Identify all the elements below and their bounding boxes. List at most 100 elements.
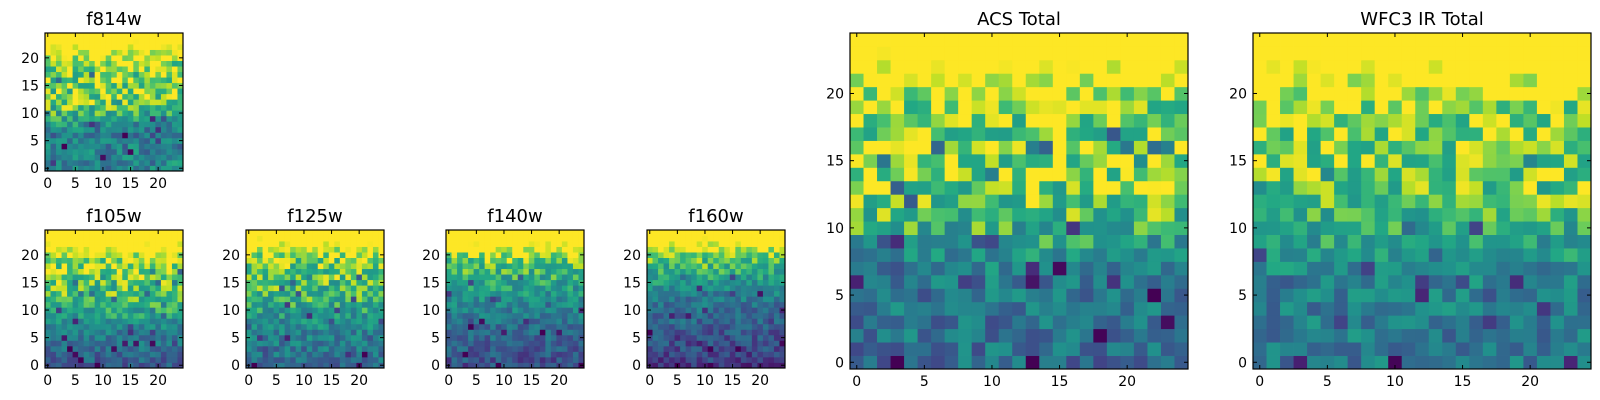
heatmap-cell bbox=[1577, 301, 1592, 316]
heatmap-cell bbox=[166, 110, 173, 117]
heatmap-cell bbox=[556, 263, 563, 270]
heatmap-cell bbox=[863, 73, 878, 88]
heatmap-cell bbox=[116, 307, 123, 314]
heatmap-cell bbox=[446, 268, 452, 275]
y-tick-label: 20 bbox=[1229, 86, 1247, 102]
heatmap-cell bbox=[479, 340, 486, 347]
heatmap-cell bbox=[1025, 86, 1040, 101]
heatmap-cell bbox=[1174, 355, 1189, 370]
heatmap-cell bbox=[680, 356, 687, 363]
heatmap-cell bbox=[729, 274, 736, 281]
heatmap-cell bbox=[707, 279, 714, 286]
heatmap-cell bbox=[1266, 100, 1281, 115]
heatmap-cell bbox=[306, 351, 313, 358]
heatmap-cell bbox=[1147, 127, 1162, 141]
heatmap-cell bbox=[517, 263, 524, 270]
heatmap-cell bbox=[550, 274, 557, 281]
heatmap-cell bbox=[1266, 301, 1281, 316]
heatmap-cell bbox=[517, 356, 524, 363]
heatmap-cell bbox=[177, 38, 184, 45]
heatmap-cell bbox=[127, 148, 134, 155]
heatmap-cell bbox=[1320, 315, 1335, 330]
heatmap-cell bbox=[1147, 59, 1162, 74]
heatmap-cell bbox=[457, 279, 463, 286]
heatmap-cell bbox=[61, 252, 68, 258]
heatmap-cell bbox=[160, 121, 167, 128]
heatmap-cell bbox=[155, 104, 162, 111]
heatmap-cell bbox=[944, 261, 959, 276]
heatmap-cell bbox=[669, 241, 675, 247]
heatmap-cell bbox=[1106, 234, 1121, 249]
heatmap-cell bbox=[1160, 73, 1175, 88]
heatmap-cell bbox=[67, 257, 73, 264]
heatmap-cell bbox=[1079, 100, 1094, 115]
heatmap-cell bbox=[1442, 261, 1457, 276]
heatmap-cell bbox=[1093, 274, 1108, 289]
heatmap-cell bbox=[61, 257, 68, 264]
x-tick-label: 5 bbox=[472, 373, 481, 389]
heatmap-cell bbox=[78, 340, 85, 347]
heatmap-cell bbox=[506, 290, 513, 297]
heatmap-cell bbox=[122, 49, 129, 56]
heatmap-cell bbox=[1482, 248, 1497, 262]
heatmap-cell bbox=[72, 279, 79, 286]
heatmap-cell bbox=[262, 340, 269, 347]
heatmap-cell bbox=[680, 235, 687, 242]
heatmap-cell bbox=[149, 340, 156, 347]
heatmap-cell bbox=[1482, 33, 1497, 47]
heatmap-cell bbox=[545, 285, 552, 292]
heatmap-cell bbox=[1266, 234, 1281, 249]
heatmap-cell bbox=[356, 274, 363, 281]
heatmap-cell bbox=[561, 230, 568, 236]
heatmap-cell bbox=[1079, 59, 1094, 74]
heatmap-cell bbox=[149, 44, 156, 50]
heatmap-cell bbox=[1401, 355, 1416, 370]
heatmap-cell bbox=[94, 66, 101, 73]
heatmap-cell bbox=[78, 252, 85, 258]
heatmap-cell bbox=[279, 290, 286, 297]
heatmap-cell bbox=[78, 143, 85, 150]
heatmap-cell bbox=[773, 345, 780, 352]
heatmap-cell bbox=[116, 49, 123, 56]
heatmap-cell bbox=[72, 121, 79, 128]
heatmap-cell bbox=[257, 235, 263, 242]
heatmap-cell bbox=[517, 296, 524, 303]
heatmap-cell bbox=[685, 274, 692, 281]
heatmap-cell bbox=[111, 71, 118, 78]
heatmap-cell bbox=[707, 263, 714, 270]
heatmap-cell bbox=[567, 301, 574, 308]
heatmap-cell bbox=[177, 323, 184, 330]
heatmap-cell bbox=[904, 261, 918, 276]
heatmap-cell bbox=[166, 38, 173, 45]
heatmap-cell bbox=[133, 126, 140, 133]
heatmap-cell bbox=[171, 44, 178, 50]
heatmap-cell bbox=[572, 252, 579, 258]
heatmap-cell bbox=[133, 334, 140, 341]
heatmap-cell bbox=[746, 279, 753, 286]
heatmap-cell bbox=[356, 323, 363, 330]
heatmap-cell bbox=[122, 235, 129, 242]
heatmap-cell bbox=[746, 285, 753, 292]
heatmap-cell bbox=[1523, 73, 1538, 88]
heatmap-cell bbox=[149, 49, 156, 56]
heatmap-cell bbox=[257, 345, 263, 352]
heatmap-cell bbox=[290, 268, 297, 275]
heatmap-cell bbox=[1160, 355, 1175, 370]
heatmap-cell bbox=[663, 263, 670, 270]
heatmap-cell bbox=[779, 301, 786, 308]
heatmap-cell bbox=[691, 334, 698, 341]
heatmap-cell bbox=[83, 132, 90, 139]
heatmap-cell bbox=[155, 246, 162, 253]
heatmap-cell bbox=[702, 329, 709, 336]
heatmap-cell bbox=[773, 263, 780, 270]
heatmap-cell bbox=[1550, 221, 1565, 235]
heatmap-cell bbox=[89, 268, 96, 275]
heatmap-cell bbox=[877, 207, 891, 222]
heatmap-cell bbox=[111, 285, 118, 292]
heatmap-cell bbox=[1455, 355, 1470, 370]
heatmap-cell bbox=[301, 263, 308, 270]
heatmap-cell bbox=[339, 268, 346, 275]
heatmap-cell bbox=[773, 318, 780, 325]
heatmap-cell bbox=[50, 49, 57, 56]
heatmap-cell bbox=[105, 88, 112, 95]
